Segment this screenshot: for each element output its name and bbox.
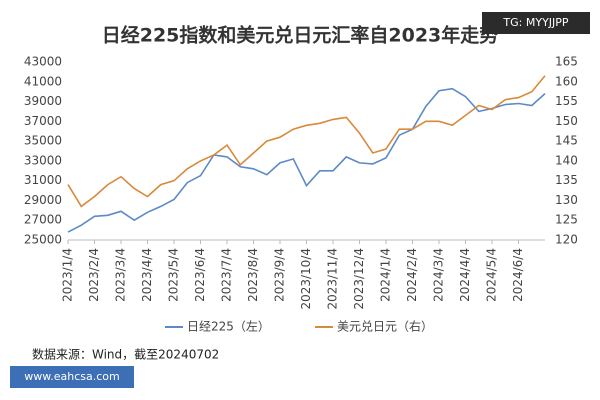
x-tick-label: 2023/12/4: [352, 248, 366, 310]
legend-label: 美元兑日元（右）: [337, 319, 433, 334]
y-tick-label: 35000: [24, 134, 62, 148]
y2-tick-label: 135: [555, 173, 578, 187]
y2-tick-label: 130: [555, 193, 578, 207]
site-box: [10, 366, 134, 388]
y-tick-label: 29000: [24, 193, 62, 207]
y-tick-label: 43000: [24, 55, 62, 69]
y2-tick-label: 125: [555, 213, 578, 227]
y2-tick-label: 150: [555, 114, 578, 128]
x-tick-label: 2024/2/4: [405, 248, 419, 302]
y-tick-label: 37000: [24, 114, 62, 128]
watermark-box: [482, 12, 590, 34]
y-tick-label: 39000: [24, 94, 62, 108]
x-tick-label: 2024/3/4: [432, 248, 446, 302]
x-tick-label: 2023/9/4: [273, 248, 287, 302]
x-tick-label: 2023/1/4: [61, 248, 75, 302]
watermark: TG: MYYJJPP: [502, 16, 568, 29]
x-tick-label: 2023/7/4: [220, 248, 234, 302]
y-tick-label: 31000: [24, 173, 62, 187]
site-label: www.eahcsa.com: [24, 370, 119, 383]
x-tick-label: 2024/6/4: [511, 248, 525, 302]
x-tick-label: 2023/4/4: [140, 248, 154, 302]
y2-tick-label: 165: [555, 55, 578, 69]
x-tick-label: 2023/10/4: [299, 248, 313, 310]
y-tick-label: 25000: [24, 233, 62, 247]
y2-tick-label: 120: [555, 233, 578, 247]
series-line: [67, 75, 546, 208]
source-note: 数据来源：Wind，截至20240702: [32, 347, 219, 362]
legend-label: 日经225（左）: [187, 319, 270, 334]
x-tick-label: 2023/6/4: [193, 248, 207, 302]
x-tick-label: 2023/2/4: [87, 248, 101, 302]
y-tick-label: 41000: [24, 74, 62, 88]
series-line: [67, 87, 546, 233]
x-tick-label: 2024/5/4: [485, 248, 499, 302]
chart-title: 日经225指数和美元兑日元汇率自2023年走势: [102, 24, 499, 47]
y2-tick-label: 145: [555, 134, 578, 148]
y2-tick-label: 140: [555, 153, 578, 167]
x-tick-label: 2024/4/4: [458, 248, 472, 302]
y2-tick-label: 155: [555, 94, 578, 108]
y-tick-label: 33000: [24, 153, 62, 167]
x-tick-label: 2023/5/4: [167, 248, 181, 302]
x-tick-label: 2023/8/4: [246, 248, 260, 302]
x-tick-label: 2023/3/4: [114, 248, 128, 302]
y2-tick-label: 160: [555, 74, 578, 88]
x-tick-label: 2023/11/4: [326, 248, 340, 310]
x-tick-label: 2024/1/4: [379, 248, 393, 302]
y-tick-label: 27000: [24, 213, 62, 227]
